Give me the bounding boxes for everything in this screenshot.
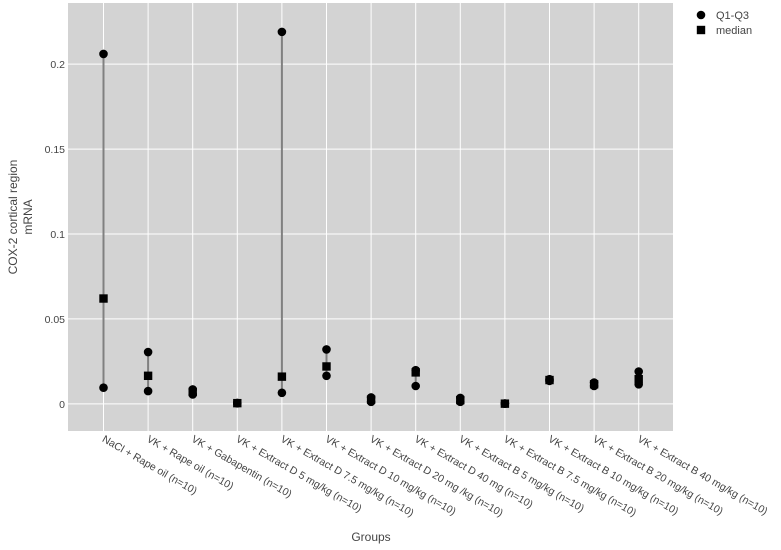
- q1-point: [322, 371, 331, 381]
- median-point: [322, 362, 331, 371]
- q3-point: [634, 367, 643, 376]
- median-point: [411, 368, 420, 377]
- q3-point: [99, 49, 108, 59]
- legend-circle-icon: [696, 10, 706, 20]
- y-tick-label: 0.05: [45, 314, 66, 326]
- y-tick-labels: 0 0.05 0.1 0.15 0.2: [45, 59, 66, 411]
- y-tick-label: 0.1: [50, 229, 65, 241]
- legend-square-icon: [696, 25, 706, 35]
- median-point: [188, 387, 197, 397]
- y-axis-title: COX-2 cortical region mRNA: [6, 160, 35, 275]
- q1-point: [277, 388, 287, 398]
- x-tick-labels: NaCl + Rape oil (n=10)VK + Rape oil (n=1…: [100, 433, 770, 519]
- median-point: [545, 375, 554, 385]
- median-point: [366, 395, 376, 404]
- plot-background: [68, 3, 673, 431]
- data-points: [99, 27, 643, 408]
- y-tick-label: 0.15: [45, 144, 66, 156]
- y-axis-title-line-2: mRNA: [21, 199, 35, 234]
- q3-point: [322, 345, 331, 354]
- median-point: [143, 371, 153, 381]
- median-point: [99, 294, 108, 303]
- median-point: [634, 374, 643, 384]
- median-point: [233, 398, 242, 408]
- median-point: [277, 372, 287, 381]
- q1-point: [143, 386, 153, 396]
- legend-label-median: median: [716, 25, 752, 37]
- x-axis-title: Groups: [351, 530, 390, 544]
- q3-point: [143, 347, 153, 357]
- y-tick-label: 0.2: [50, 59, 65, 71]
- median-point: [456, 395, 465, 405]
- y-tick-label: 0: [59, 399, 65, 411]
- median-point: [500, 399, 510, 408]
- q1-point: [411, 381, 421, 391]
- legend-label-q1-q3: Q1-Q3: [716, 10, 749, 22]
- y-axis-title-line-1: COX-2 cortical region: [6, 160, 20, 275]
- median-point: [589, 380, 599, 389]
- legend: Q1-Q3 median: [696, 10, 752, 37]
- q1-point: [99, 383, 108, 392]
- q3-point: [277, 27, 287, 37]
